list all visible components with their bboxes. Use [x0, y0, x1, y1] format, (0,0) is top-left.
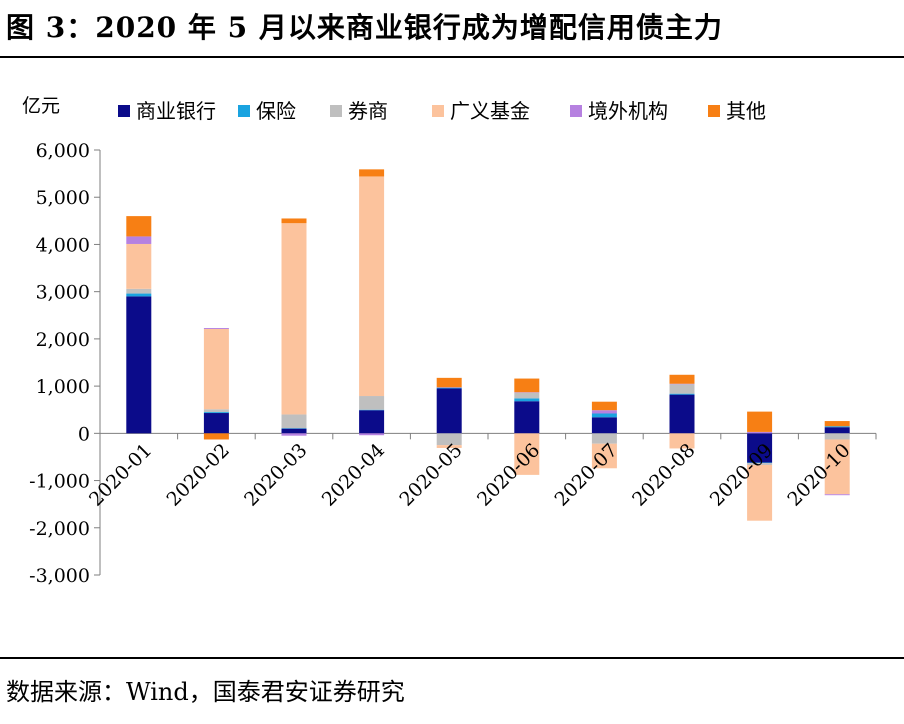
bar-segment	[824, 494, 850, 496]
x-tick-label: 2020-02	[163, 439, 234, 510]
bar-segment	[824, 427, 850, 434]
bar-segment	[514, 378, 540, 393]
bar-segment	[436, 388, 462, 434]
bar-segment	[669, 433, 695, 449]
bar-segment	[591, 433, 617, 444]
y-unit-label: 亿元	[22, 95, 60, 117]
source-note: 数据来源：Wind，国泰君安证券研究	[6, 678, 405, 706]
bar-segment	[436, 445, 462, 448]
legend-swatch	[570, 105, 582, 117]
bar-segment	[824, 439, 850, 495]
x-tick-label: 2020-08	[628, 439, 699, 510]
y-tick-label: -2,000	[29, 518, 90, 540]
y-tick-label: 3,000	[36, 282, 90, 304]
bottom-rule	[0, 657, 904, 659]
bar-segment	[126, 216, 152, 237]
bar-segment	[126, 296, 152, 434]
chart-title: 图 3：2020 年 5 月以来商业银行成为增配信用债主力	[6, 11, 723, 44]
bar-segment	[591, 443, 617, 469]
top-rule	[0, 56, 904, 58]
bar-segment	[824, 426, 850, 428]
bar-segment	[747, 463, 773, 465]
y-tick-label: 2,000	[36, 329, 90, 351]
legend-swatch	[238, 105, 250, 117]
y-tick-label: 4,000	[36, 234, 90, 256]
legend-label: 境外机构	[588, 99, 668, 123]
bar-segment	[359, 410, 385, 434]
x-tick-label: 2020-03	[240, 439, 311, 510]
bar-segment	[126, 293, 152, 297]
bar-segment	[359, 409, 385, 411]
x-tick-label: 2020-05	[395, 439, 466, 510]
bar-segment	[514, 398, 540, 402]
bar-segment	[126, 236, 152, 244]
bar-segment	[359, 396, 385, 410]
bar-segment	[203, 413, 229, 434]
bar-segment	[359, 433, 385, 436]
x-tick-label: 2020-06	[473, 439, 544, 510]
plot-area: -3,000 -2,000 -1,000 0 1,000 2,000 3,000 4,000 5…	[29, 140, 877, 587]
bar-segment	[359, 176, 385, 397]
legend-label: 保险	[256, 99, 296, 123]
legend-swatch	[330, 105, 342, 117]
y-tick-label: -1,000	[29, 471, 90, 493]
y-tick-label: -3,000	[29, 565, 90, 587]
bar-segment	[436, 377, 462, 388]
legend-swatch	[118, 105, 130, 117]
bar-segment	[747, 462, 773, 464]
bar-segment	[747, 411, 773, 432]
bar-segment	[126, 243, 152, 289]
bar-segment	[514, 433, 540, 475]
bar-segment	[203, 328, 229, 329]
bar-segment	[436, 387, 462, 389]
bar-segment	[669, 393, 695, 395]
bar-segment	[669, 383, 695, 385]
y-tick-label: 6,000	[36, 140, 90, 162]
bar-segment	[824, 421, 850, 427]
legend-label: 广义基金	[450, 99, 530, 123]
bar-segment	[669, 394, 695, 434]
legend-label: 其他	[726, 99, 766, 123]
legend-swatch	[708, 105, 720, 117]
bar-segment	[591, 413, 617, 418]
bar-segment	[591, 401, 617, 411]
bar-segment	[281, 218, 307, 224]
legend-swatch	[432, 105, 444, 117]
bar-segment	[824, 433, 850, 440]
bar-segment	[436, 387, 462, 388]
bar-segment	[514, 392, 540, 393]
legend-label: 券商	[348, 99, 388, 123]
bar-segment	[591, 417, 617, 434]
bar-segment	[281, 428, 307, 434]
bar-segment	[747, 431, 773, 434]
bar-segment	[436, 433, 462, 446]
stacked-bar-chart: 亿元 商业银行 保险 券商 广义基金 境外机构 其他 -3,000 -2,000 -1,000…	[22, 95, 877, 587]
x-tick-label: 2020-07	[551, 439, 622, 510]
y-tick-label: 0	[78, 423, 90, 445]
bar-segment	[203, 433, 229, 440]
bar-segment	[669, 384, 695, 394]
bar-segment	[514, 401, 540, 434]
bar-segment	[203, 412, 229, 414]
bar-segment	[281, 223, 307, 415]
legend-label: 商业银行	[136, 99, 216, 123]
bar-segment	[281, 433, 307, 436]
x-tick-label: 2020-04	[318, 439, 389, 510]
bar-segment	[669, 374, 695, 384]
y-tick-label: 1,000	[36, 376, 90, 398]
bar-segment	[514, 392, 540, 399]
bar-segment	[359, 169, 385, 177]
y-tick-label: 5,000	[36, 187, 90, 209]
bar-segment	[203, 328, 229, 410]
bar-segment	[747, 464, 773, 521]
legend: 商业银行 保险 券商 广义基金 境外机构 其他	[118, 99, 766, 123]
bar-segment	[203, 409, 229, 413]
bar-segment	[281, 428, 307, 429]
bar-segment	[126, 288, 152, 294]
bar-segment	[747, 433, 773, 463]
bar-segment	[591, 410, 617, 414]
x-tick-label: 2020-01	[85, 439, 156, 510]
bar-segment	[281, 414, 307, 429]
